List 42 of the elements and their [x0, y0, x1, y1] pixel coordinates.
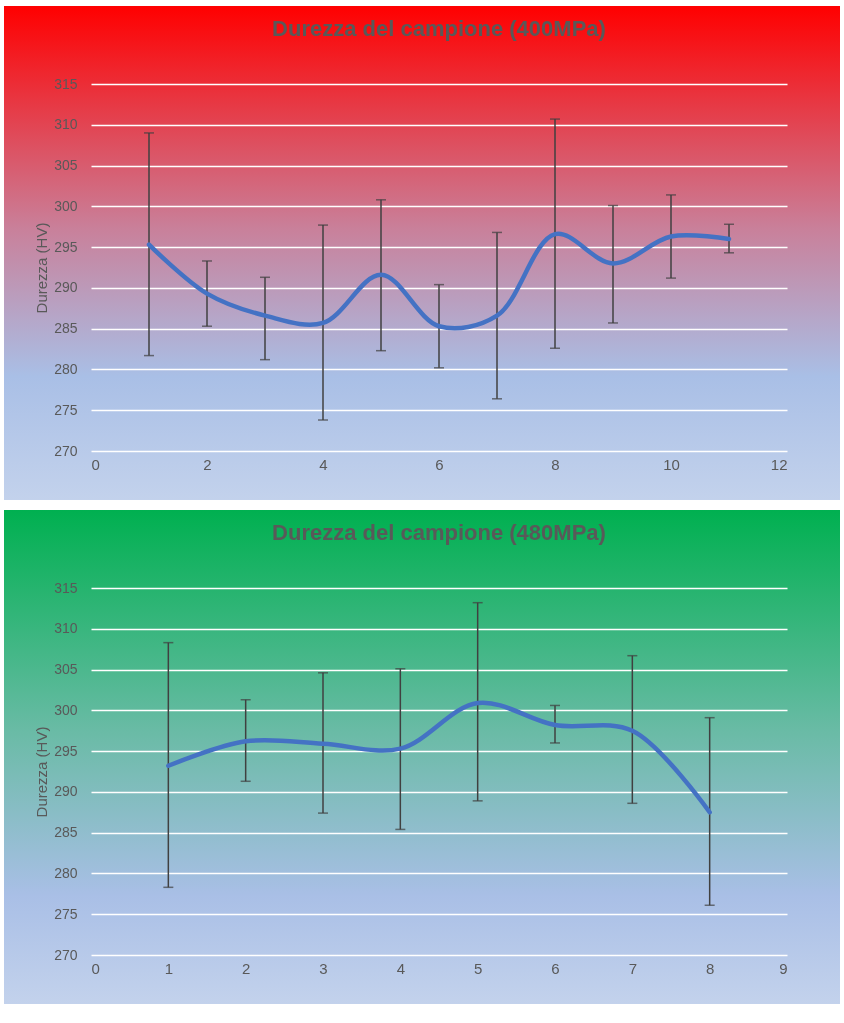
x-tick-label: 0	[91, 455, 100, 473]
x-tick-label: 2	[241, 959, 251, 977]
x-tick-label: 3	[319, 959, 328, 977]
y-tick-label: 275	[54, 401, 78, 418]
x-tick-label: 10	[663, 455, 680, 473]
y-tick-label: 315	[54, 75, 78, 92]
y-tick-label: 310	[54, 620, 78, 637]
y-tick-label: 300	[54, 701, 78, 718]
y-tick-label: 290	[54, 279, 78, 296]
y-tick-label: 295	[54, 742, 78, 759]
y-tick-label: 305	[54, 157, 78, 174]
x-tick-label: 4	[396, 959, 406, 977]
x-tick-label: 5	[473, 959, 483, 977]
line-series	[166, 700, 712, 815]
y-tick-label: 270	[54, 442, 78, 459]
chart-title: Durezza del campione (400MPa)	[272, 16, 606, 41]
y-tick-label: 295	[54, 238, 78, 255]
x-tick-label: 8	[551, 455, 560, 473]
x-tick-label: 7	[628, 959, 638, 977]
x-tick-label: 6	[435, 455, 444, 473]
x-tick-label: 8	[705, 959, 715, 977]
y-tick-label: 285	[54, 824, 78, 841]
y-tick-label: 305	[54, 661, 78, 678]
y-tick-label: 310	[54, 116, 78, 133]
y-axis-title: Durezza (HV)	[33, 726, 51, 818]
x-tick-label: 2	[203, 455, 212, 473]
chart-title: Durezza del campione (480MPa)	[272, 520, 606, 545]
y-tick-label: 300	[54, 197, 78, 214]
y-tick-label: 280	[54, 864, 78, 881]
y-tick-label: 275	[54, 905, 78, 922]
y-tick-label: 270	[54, 946, 78, 963]
y-tick-label: 290	[54, 783, 78, 800]
x-tick-label: 9	[779, 959, 788, 977]
y-axis-title: Durezza (HV)	[33, 222, 51, 314]
x-tick-label: 6	[551, 959, 560, 977]
x-tick-label: 1	[164, 959, 174, 977]
y-tick-label: 280	[54, 360, 78, 377]
y-tick-label: 315	[54, 579, 78, 596]
x-tick-label: 4	[319, 455, 328, 473]
y-tick-label: 285	[54, 320, 78, 337]
x-tick-label: 0	[91, 959, 100, 977]
x-tick-label: 12	[770, 455, 788, 473]
